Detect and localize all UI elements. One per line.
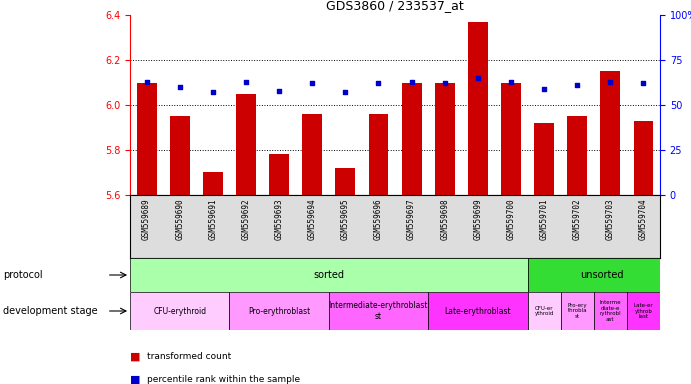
Bar xyxy=(170,116,189,195)
Text: ■: ■ xyxy=(130,352,144,362)
Bar xyxy=(634,121,654,195)
Text: transformed count: transformed count xyxy=(147,353,231,361)
Bar xyxy=(534,123,554,195)
Point xyxy=(605,79,616,85)
Text: Late-erythroblast: Late-erythroblast xyxy=(444,306,511,316)
Bar xyxy=(130,258,527,292)
Text: Late-er
ythrob
last: Late-er ythrob last xyxy=(634,303,653,319)
Point xyxy=(307,80,318,86)
Bar xyxy=(527,292,560,330)
Text: GSM559691: GSM559691 xyxy=(208,198,217,240)
Bar xyxy=(302,114,322,195)
Text: GSM559696: GSM559696 xyxy=(374,198,383,240)
Point xyxy=(274,88,285,94)
Point xyxy=(373,80,384,86)
Point xyxy=(505,79,516,85)
Text: GSM559693: GSM559693 xyxy=(274,198,283,240)
Text: development stage: development stage xyxy=(3,306,98,316)
Point xyxy=(571,82,583,88)
Point xyxy=(141,79,152,85)
Point xyxy=(472,75,483,81)
Text: GSM559698: GSM559698 xyxy=(440,198,449,240)
Bar xyxy=(501,83,521,195)
Text: GSM559689: GSM559689 xyxy=(142,198,151,240)
Point xyxy=(638,80,649,86)
Bar xyxy=(428,292,527,330)
Bar xyxy=(600,71,621,195)
Bar xyxy=(335,168,355,195)
Text: GSM559695: GSM559695 xyxy=(341,198,350,240)
Bar xyxy=(527,258,676,292)
Text: GSM559702: GSM559702 xyxy=(573,198,582,240)
Text: GSM559694: GSM559694 xyxy=(307,198,316,240)
Bar xyxy=(229,292,329,330)
Bar xyxy=(130,292,229,330)
Point xyxy=(439,80,451,86)
Bar xyxy=(236,94,256,195)
Text: Pro-ery
throbla
st: Pro-ery throbla st xyxy=(567,303,587,319)
Text: GSM559700: GSM559700 xyxy=(507,198,515,240)
Text: GSM559692: GSM559692 xyxy=(241,198,250,240)
Bar xyxy=(329,292,428,330)
Bar xyxy=(435,83,455,195)
Text: GSM559704: GSM559704 xyxy=(639,198,648,240)
Text: Interme
diate-e
rythrobl
ast: Interme diate-e rythrobl ast xyxy=(600,300,621,322)
Text: protocol: protocol xyxy=(3,270,43,280)
Text: GSM559690: GSM559690 xyxy=(176,198,184,240)
Bar xyxy=(368,114,388,195)
Text: sorted: sorted xyxy=(313,270,344,280)
Bar xyxy=(137,83,156,195)
Point xyxy=(538,86,549,92)
Text: Pro-erythroblast: Pro-erythroblast xyxy=(248,306,310,316)
Bar xyxy=(468,22,488,195)
Bar xyxy=(627,292,660,330)
Text: GSM559699: GSM559699 xyxy=(473,198,482,240)
Text: CFU-er
ythroid: CFU-er ythroid xyxy=(534,306,553,316)
Text: ■: ■ xyxy=(130,375,144,384)
Title: GDS3860 / 233537_at: GDS3860 / 233537_at xyxy=(326,0,464,12)
Point xyxy=(340,89,351,96)
Text: GSM559703: GSM559703 xyxy=(606,198,615,240)
Text: GSM559697: GSM559697 xyxy=(407,198,416,240)
Bar xyxy=(401,83,422,195)
Bar xyxy=(560,292,594,330)
Text: GSM559701: GSM559701 xyxy=(540,198,549,240)
Point xyxy=(174,84,185,90)
Bar xyxy=(203,172,223,195)
Text: Intermediate-erythroblast
st: Intermediate-erythroblast st xyxy=(329,301,428,321)
Bar xyxy=(269,154,289,195)
Point xyxy=(240,79,252,85)
Bar xyxy=(567,116,587,195)
Bar xyxy=(594,292,627,330)
Text: percentile rank within the sample: percentile rank within the sample xyxy=(147,376,301,384)
Point xyxy=(406,79,417,85)
Text: unsorted: unsorted xyxy=(580,270,624,280)
Point xyxy=(207,89,218,96)
Text: CFU-erythroid: CFU-erythroid xyxy=(153,306,206,316)
